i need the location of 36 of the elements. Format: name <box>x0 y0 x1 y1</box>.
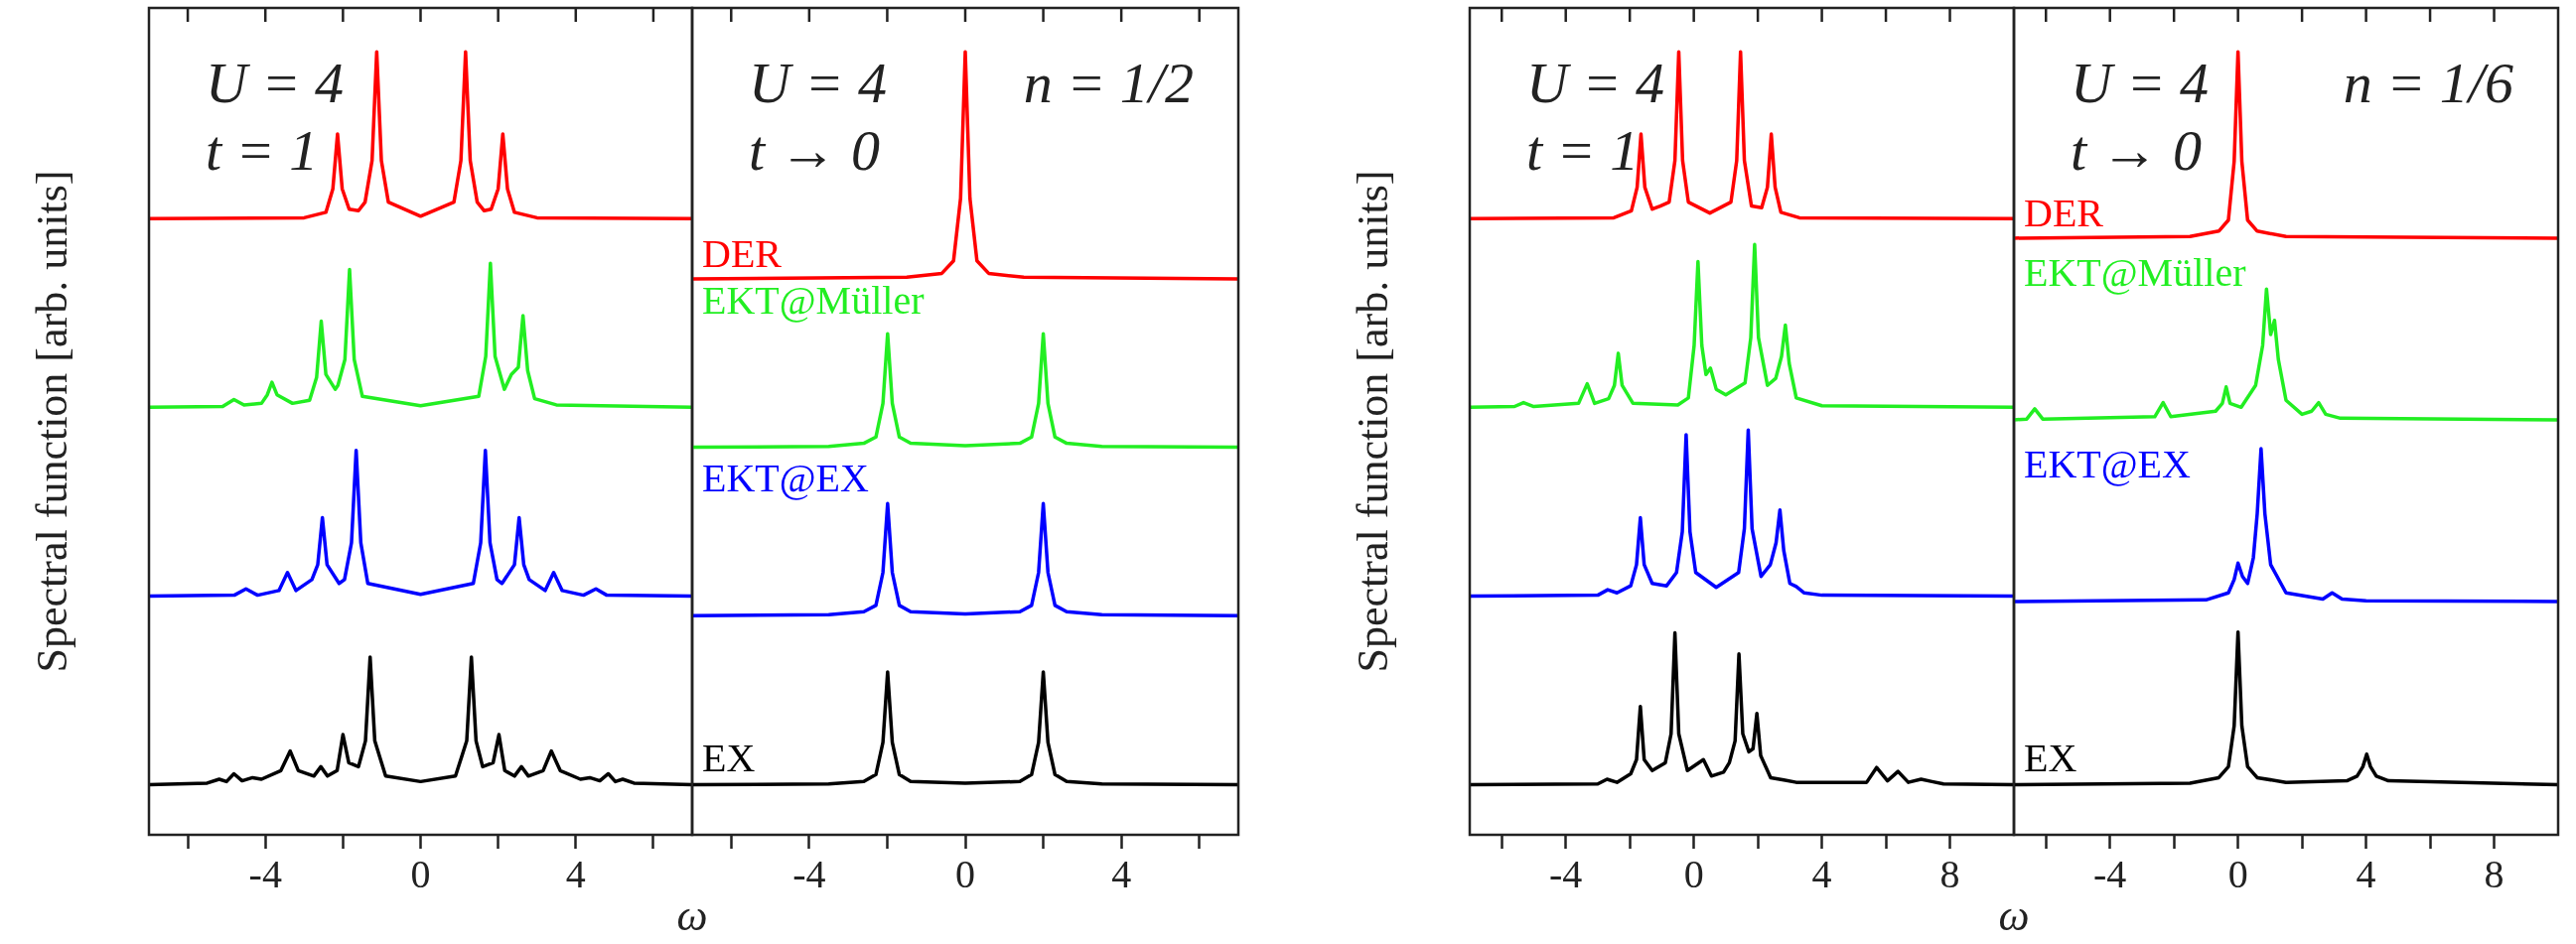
x-tick-label: -4 <box>248 851 282 896</box>
series-label: DER <box>2024 190 2104 235</box>
x-tick-label: 4 <box>565 851 586 896</box>
y-axis-title: Spectral function [arb. units] <box>27 170 76 673</box>
y-axis-title: Spectral function [arb. units] <box>1348 170 1397 673</box>
x-axis-title: ω <box>676 891 708 940</box>
x-axis-title: ω <box>1998 891 2030 940</box>
x-tick-label: 0 <box>955 851 975 896</box>
annotation: n = 1/2 <box>1023 51 1194 115</box>
x-tick-label: -4 <box>792 851 826 896</box>
series-label: DER <box>702 230 783 276</box>
annotation: U = 4 <box>749 51 888 115</box>
annotation: t = 1 <box>206 118 319 183</box>
annotation: t → 0 <box>749 118 881 183</box>
x-tick-label: -4 <box>1549 851 1583 896</box>
x-tick-label: 4 <box>2356 851 2376 896</box>
series-label: EX <box>2024 735 2077 780</box>
series-label: EKT@Müller <box>702 277 925 323</box>
x-tick-label: 8 <box>1939 851 1960 896</box>
annotation: U = 4 <box>1526 51 1665 115</box>
x-tick-label: 4 <box>1811 851 1832 896</box>
annotation: n = 1/6 <box>2343 51 2513 115</box>
series-label: EKT@EX <box>2024 441 2192 486</box>
series-label: EKT@Müller <box>2024 249 2246 295</box>
x-tick-label: 0 <box>1683 851 1704 896</box>
x-tick-label: 8 <box>2484 851 2504 896</box>
series-label: EX <box>702 735 756 780</box>
annotation: t → 0 <box>2071 118 2203 183</box>
x-tick-label: 4 <box>1111 851 1132 896</box>
annotation: U = 4 <box>2071 51 2210 115</box>
series-label: EKT@EX <box>702 456 870 501</box>
x-tick-label: 0 <box>2227 851 2248 896</box>
annotation: t = 1 <box>1526 118 1640 183</box>
x-tick-label: 0 <box>410 851 431 896</box>
x-tick-label: -4 <box>2093 851 2127 896</box>
annotation: U = 4 <box>206 51 345 115</box>
